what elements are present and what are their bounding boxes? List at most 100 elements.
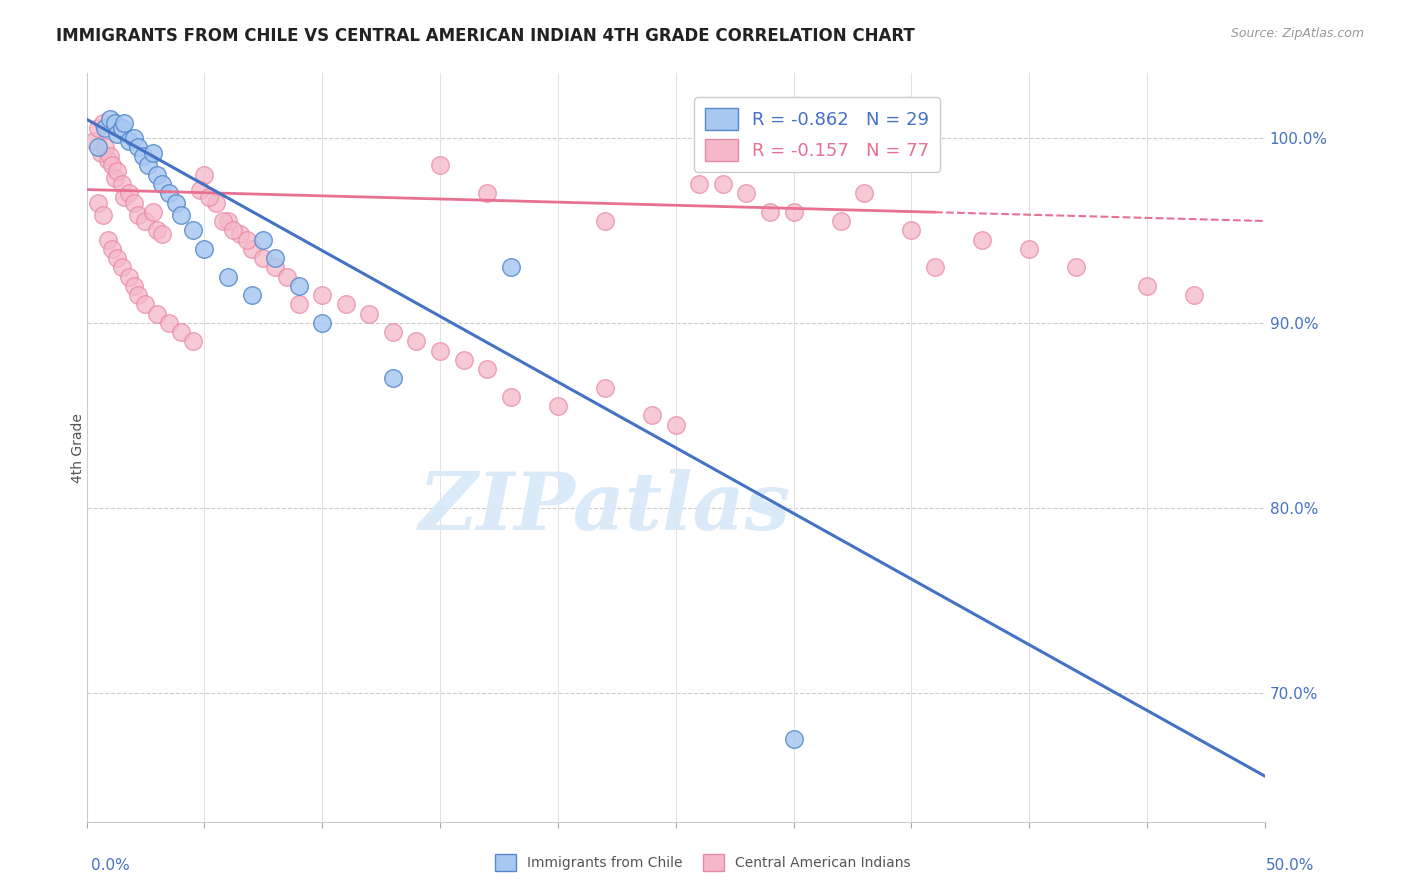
Point — [118, 186, 141, 201]
Point — [142, 145, 165, 160]
Point — [111, 121, 134, 136]
Point — [104, 171, 127, 186]
Point — [735, 186, 758, 201]
Point — [98, 149, 121, 163]
Point — [217, 214, 239, 228]
Point — [547, 399, 569, 413]
Point — [146, 223, 169, 237]
Point — [429, 343, 451, 358]
Point — [105, 127, 128, 141]
Point — [122, 195, 145, 210]
Point — [105, 251, 128, 265]
Point — [264, 260, 287, 275]
Point — [170, 209, 193, 223]
Point — [240, 288, 263, 302]
Text: 0.0%: 0.0% — [91, 858, 131, 872]
Point — [429, 159, 451, 173]
Point — [252, 233, 274, 247]
Point — [665, 417, 688, 432]
Point — [193, 242, 215, 256]
Point — [90, 145, 112, 160]
Point — [134, 297, 156, 311]
Point — [782, 204, 804, 219]
Point — [276, 269, 298, 284]
Point — [142, 204, 165, 219]
Point — [127, 140, 149, 154]
Point — [150, 227, 173, 241]
Point — [830, 214, 852, 228]
Text: 50.0%: 50.0% — [1267, 858, 1315, 872]
Point — [405, 334, 427, 349]
Point — [381, 325, 404, 339]
Point — [111, 260, 134, 275]
Point — [641, 409, 664, 423]
Point — [118, 135, 141, 149]
Legend: R = -0.862   N = 29, R = -0.157   N = 77: R = -0.862 N = 29, R = -0.157 N = 77 — [695, 97, 941, 172]
Point — [170, 325, 193, 339]
Point — [1018, 242, 1040, 256]
Point — [499, 390, 522, 404]
Point — [782, 732, 804, 747]
Point — [146, 306, 169, 320]
Text: ZIPatlas: ZIPatlas — [419, 469, 792, 547]
Point — [105, 164, 128, 178]
Point — [87, 140, 110, 154]
Point — [127, 209, 149, 223]
Point — [198, 190, 221, 204]
Point — [101, 242, 124, 256]
Point — [311, 316, 333, 330]
Point — [711, 177, 734, 191]
Point — [112, 190, 135, 204]
Point — [970, 233, 993, 247]
Point — [287, 278, 309, 293]
Point — [157, 186, 180, 201]
Point — [1136, 278, 1159, 293]
Point — [212, 214, 235, 228]
Point — [122, 130, 145, 145]
Point — [853, 186, 876, 201]
Point — [101, 159, 124, 173]
Point — [240, 242, 263, 256]
Point — [1182, 288, 1205, 302]
Point — [477, 362, 499, 376]
Point — [205, 195, 228, 210]
Point — [381, 371, 404, 385]
Point — [127, 288, 149, 302]
Point — [193, 168, 215, 182]
Point — [217, 269, 239, 284]
Point — [91, 116, 114, 130]
Point — [593, 380, 616, 394]
Point — [98, 112, 121, 127]
Point — [111, 177, 134, 191]
Point — [229, 227, 252, 241]
Point — [122, 278, 145, 293]
Point — [97, 233, 120, 247]
Text: Source: ZipAtlas.com: Source: ZipAtlas.com — [1230, 27, 1364, 40]
Point — [83, 135, 105, 149]
Point — [136, 159, 159, 173]
Point — [221, 223, 243, 237]
Text: IMMIGRANTS FROM CHILE VS CENTRAL AMERICAN INDIAN 4TH GRADE CORRELATION CHART: IMMIGRANTS FROM CHILE VS CENTRAL AMERICA… — [56, 27, 915, 45]
Point — [94, 121, 117, 136]
Point — [87, 121, 110, 136]
Point — [118, 269, 141, 284]
Point — [593, 214, 616, 228]
Point — [94, 140, 117, 154]
Point — [900, 223, 922, 237]
Point — [112, 116, 135, 130]
Point — [499, 260, 522, 275]
Legend: Immigrants from Chile, Central American Indians: Immigrants from Chile, Central American … — [489, 848, 917, 876]
Point — [165, 195, 187, 210]
Point — [181, 223, 204, 237]
Point — [453, 352, 475, 367]
Point — [359, 306, 381, 320]
Point — [150, 177, 173, 191]
Y-axis label: 4th Grade: 4th Grade — [72, 413, 86, 483]
Point — [132, 149, 155, 163]
Point — [91, 209, 114, 223]
Point — [477, 186, 499, 201]
Point — [146, 168, 169, 182]
Point — [1066, 260, 1088, 275]
Point — [287, 297, 309, 311]
Point — [759, 204, 782, 219]
